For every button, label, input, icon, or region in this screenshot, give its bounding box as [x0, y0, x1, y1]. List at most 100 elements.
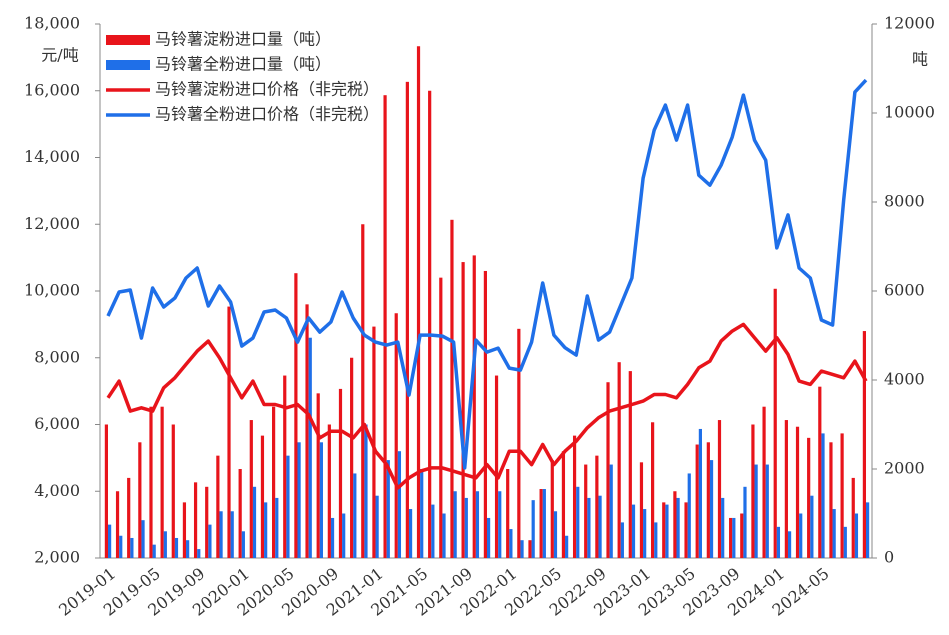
bar — [431, 504, 435, 558]
y-tick-label: 12,000 — [24, 214, 80, 233]
bar — [182, 502, 187, 558]
bar — [272, 406, 276, 558]
bar — [472, 255, 476, 558]
bar — [639, 462, 644, 558]
bar — [275, 497, 279, 558]
bar — [342, 513, 346, 558]
bar — [327, 424, 331, 558]
bar — [283, 375, 287, 558]
y-tick-label: 10,000 — [24, 281, 80, 300]
y-axis-label: 元/吨 — [41, 46, 78, 65]
bar — [252, 486, 257, 558]
legend-label: 马铃薯全粉进口量（吨） — [155, 55, 331, 74]
bar — [115, 491, 120, 558]
bar — [461, 262, 465, 558]
bar — [643, 509, 647, 558]
y-tick-label: 2,000 — [34, 548, 80, 567]
bar — [695, 444, 699, 558]
bar — [163, 531, 167, 558]
y2-tick-label: 12000 — [884, 14, 935, 33]
bar — [450, 219, 454, 559]
bar — [684, 502, 688, 558]
bar — [606, 382, 610, 558]
bar — [584, 464, 588, 558]
bar — [219, 511, 223, 558]
bar — [171, 424, 175, 558]
bar — [119, 535, 123, 558]
bar — [721, 497, 725, 558]
bar — [442, 513, 446, 558]
y-tick-label: 4,000 — [34, 481, 80, 500]
bar — [498, 491, 502, 558]
bar — [717, 420, 722, 558]
bar — [676, 497, 680, 558]
bar — [773, 288, 777, 558]
bar — [539, 489, 543, 558]
bar — [565, 535, 569, 558]
bar — [542, 489, 546, 558]
bar — [394, 313, 398, 558]
bar — [308, 337, 312, 558]
bar — [595, 455, 599, 558]
bar — [174, 537, 179, 558]
bar — [787, 531, 792, 558]
bar — [740, 513, 744, 558]
legend-swatch — [106, 35, 150, 45]
bar — [294, 273, 298, 558]
bar — [305, 304, 309, 558]
bar — [706, 442, 710, 558]
y2-tick-label: 6000 — [884, 281, 925, 300]
bar — [506, 469, 510, 558]
y2-axis-label: 吨 — [912, 50, 928, 69]
bar — [483, 270, 487, 558]
bar — [350, 357, 354, 558]
bar — [208, 524, 212, 558]
bar — [193, 482, 198, 558]
bar — [130, 537, 134, 558]
bar — [765, 464, 769, 558]
bar — [866, 502, 870, 558]
bar — [186, 540, 190, 558]
bar — [662, 502, 666, 558]
bar — [553, 511, 558, 558]
bar — [160, 406, 164, 558]
bar — [631, 504, 636, 558]
bar — [784, 420, 788, 558]
bar — [821, 433, 825, 558]
bar — [795, 426, 800, 558]
bar — [743, 486, 747, 558]
bar — [762, 406, 766, 558]
y-tick-label: 16,000 — [24, 80, 80, 99]
bar — [286, 455, 290, 558]
bar — [854, 513, 859, 558]
bar — [494, 375, 499, 558]
bar — [654, 522, 658, 558]
bar — [364, 424, 368, 558]
bar — [609, 464, 613, 558]
bar — [520, 540, 524, 558]
bar — [572, 435, 577, 558]
bar — [104, 424, 108, 558]
bar — [464, 497, 468, 558]
legend-label: 马铃薯淀粉进口量（吨） — [155, 30, 331, 49]
y2-tick-label: 8000 — [884, 192, 925, 211]
bar — [230, 511, 234, 558]
bar — [197, 549, 201, 558]
bar — [807, 437, 811, 558]
bar — [776, 526, 781, 558]
bar — [832, 509, 836, 558]
bar — [732, 517, 736, 558]
line — [106, 322, 868, 490]
bar — [405, 81, 409, 558]
bar — [439, 277, 443, 558]
bar — [587, 497, 591, 558]
bar — [673, 491, 677, 558]
bar — [818, 386, 822, 558]
bar — [372, 326, 376, 558]
bar — [141, 520, 145, 558]
bar — [651, 422, 655, 558]
y2-tick-label: 4000 — [884, 370, 925, 389]
bar — [420, 469, 424, 558]
bar — [297, 442, 301, 558]
bar — [617, 362, 621, 558]
